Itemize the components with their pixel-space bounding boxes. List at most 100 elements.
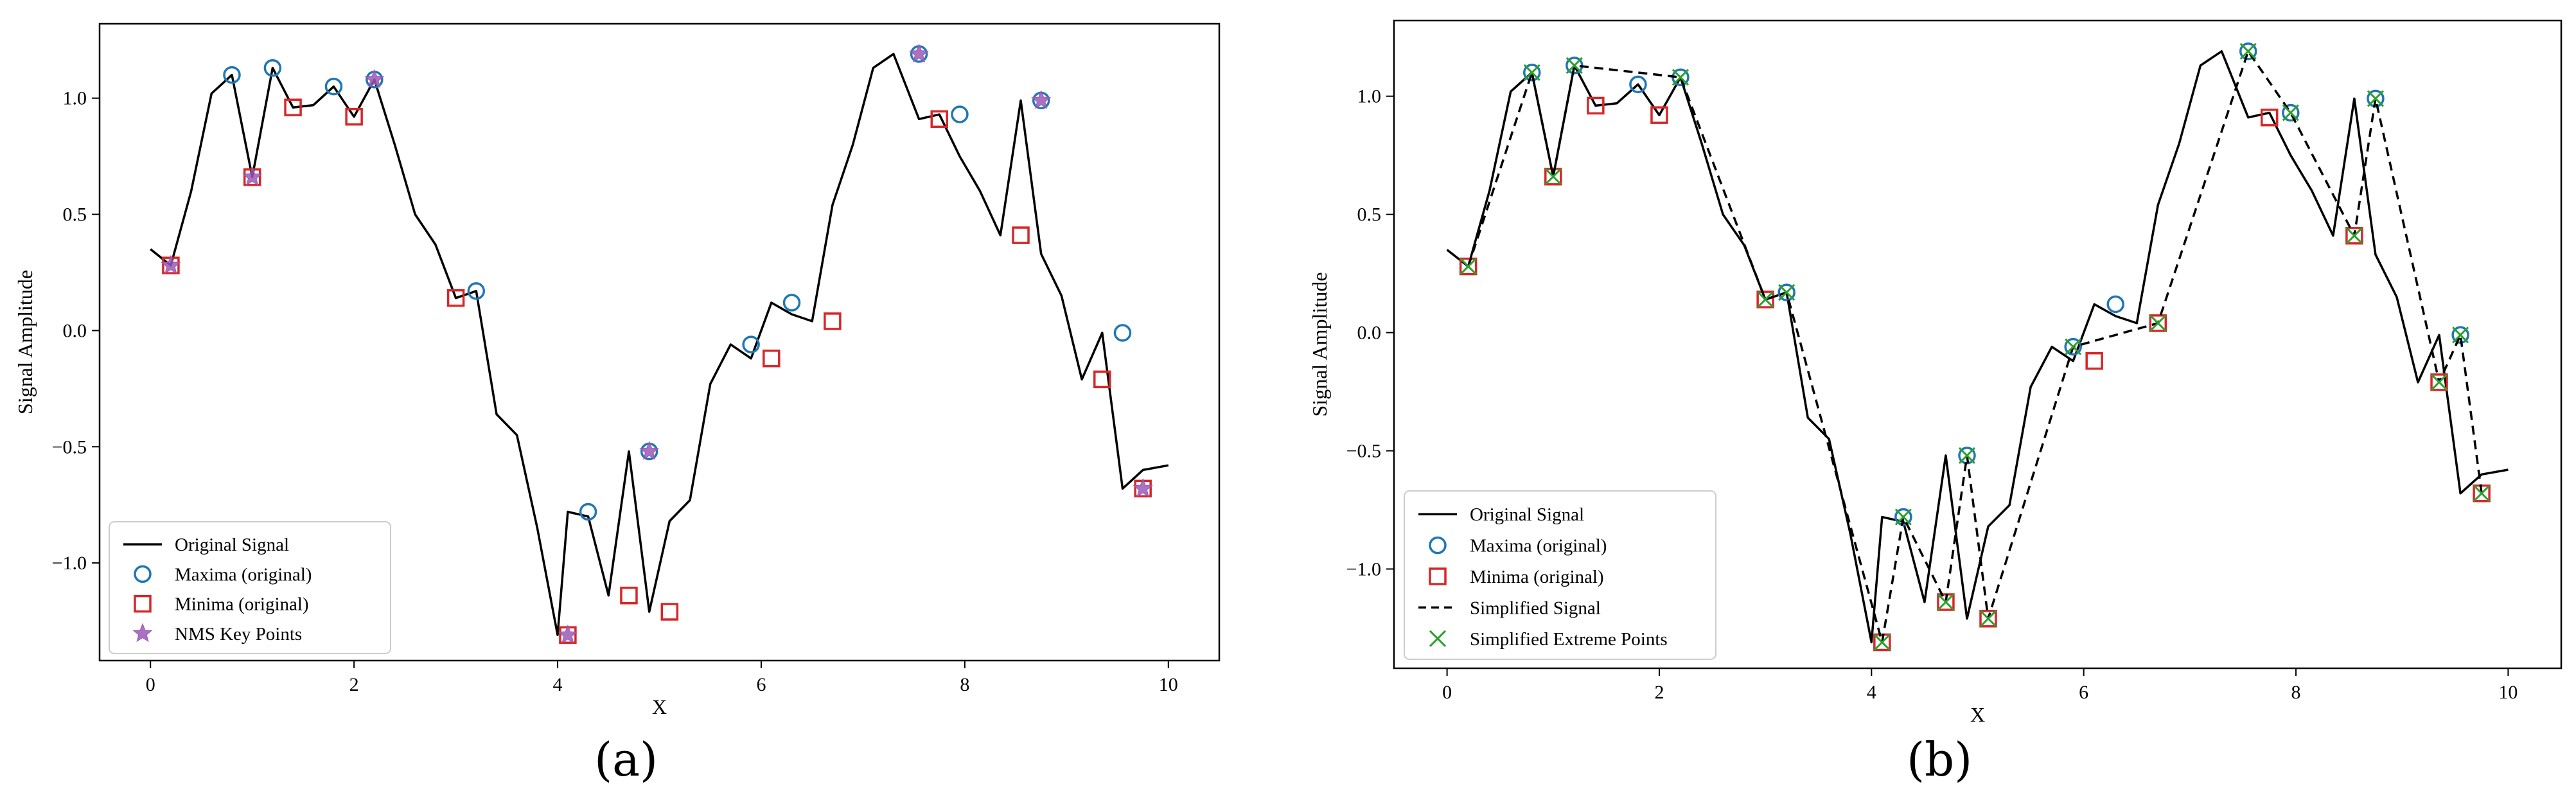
x-tick-label: 10 [1159, 674, 1178, 695]
simplified-extreme-points-point [1757, 291, 1774, 308]
legend-entry-minima-original: Minima (original) [134, 594, 309, 615]
x-stroke [1757, 291, 1774, 308]
legend-entry-simplified-extreme-points: Simplified Extreme Points [1429, 629, 1668, 650]
x-tick-label: 4 [553, 674, 563, 695]
simplified-extreme-points-point [2430, 373, 2448, 391]
minima-original-point [2149, 314, 2167, 332]
y-tick-label: 0.0 [1357, 323, 1382, 344]
maxima-original-point [324, 77, 343, 96]
y-axis-title: Signal Amplitude [1308, 272, 1331, 417]
legend-label: Original Signal [175, 535, 289, 555]
original-signal-line [150, 53, 1169, 636]
x-tick-label: 4 [1867, 682, 1876, 703]
x-tick-label: 8 [960, 674, 969, 695]
x-stroke [1544, 168, 1562, 185]
nms-key-points-point [639, 441, 660, 460]
maxima-original-point [2239, 42, 2257, 60]
x-stroke [1894, 508, 1912, 526]
maxima-original-point [1113, 324, 1132, 342]
simplified-extreme-points-point [2367, 90, 2384, 107]
minima-original-point [1544, 168, 1562, 186]
minima-original-point [2430, 373, 2448, 391]
minima-original-point [1587, 96, 1605, 115]
x-stroke [1523, 64, 1540, 81]
nms-key-points-point [1031, 90, 1052, 109]
simplified-extreme-points-point [2345, 227, 2363, 244]
minima-original-point [824, 312, 842, 330]
minima-original-point [1012, 226, 1030, 244]
maxima-original-point [223, 66, 241, 84]
minima-original-point [2085, 352, 2103, 370]
x-stroke [1778, 284, 1795, 301]
simplified-extreme-points-point [1672, 69, 1689, 86]
simplified-extreme-points-point [2149, 314, 2167, 332]
maxima-original-point [2367, 89, 2385, 108]
maxima-original-point [951, 105, 969, 123]
legend-entry-simplified-signal: Simplified Signal [1418, 598, 1601, 618]
nms-key-points-point [908, 43, 930, 63]
simplified-extreme-points-point [2065, 338, 2082, 355]
y-tick-label: −1.0 [1346, 558, 1381, 580]
series-original-signal [150, 53, 1169, 636]
simplified-extreme-points-point [1979, 610, 1997, 627]
y-tick-label: 0.5 [1357, 204, 1382, 226]
legend-label: Simplified Signal [1470, 598, 1601, 618]
y-tick-label: −0.5 [52, 436, 87, 458]
simplified-extreme-points-point [1566, 57, 1583, 74]
maxima-original-point [1894, 508, 1912, 526]
legend-entry-original-signal: Original Signal [123, 535, 289, 555]
minima-original-point [620, 586, 638, 605]
legend-entry-minima-original: Minima (original) [1429, 567, 1604, 587]
chart-panel-b: 0 2 4 6 8 10 −1.0 −0.5 0.0 0.5 1.0 X Signal Amplitud… [1308, 19, 2563, 726]
minima-original-point [284, 98, 302, 116]
x-stroke [1873, 634, 1891, 651]
nms-key-points-point [161, 254, 181, 274]
x-stroke [1566, 57, 1583, 74]
x-tick-label: 0 [146, 674, 155, 695]
minima-original-point [930, 110, 948, 129]
chart-panel-a: 0 2 4 6 8 10 −1.0 −0.5 0.0 0.5 1.0 X Signal Amplitud… [13, 22, 1221, 718]
legend-entry-maxima-original: Maxima (original) [134, 564, 312, 585]
x-tick-label: 6 [756, 674, 766, 695]
simplified-extreme-points-point [2239, 42, 2257, 60]
maxima-original-point [579, 502, 597, 521]
series-nms-key-points [161, 43, 1153, 644]
nms-key-points-point [364, 69, 385, 89]
x-stroke [1429, 630, 1447, 647]
x-stroke [2239, 42, 2257, 60]
minima-original-point [446, 289, 465, 307]
x-stroke [2452, 326, 2469, 344]
x-stroke [2367, 90, 2384, 107]
x-stroke [1460, 258, 1477, 275]
legend-label: Maxima (original) [1470, 536, 1607, 556]
x-tick-label: 6 [2079, 682, 2088, 703]
minima-original-point [763, 350, 781, 368]
maxima-original-point [467, 282, 486, 300]
maxima-original-point [1778, 283, 1795, 301]
legend-label: Minima (original) [1470, 567, 1604, 587]
simplified-extreme-points-point [1460, 258, 1477, 275]
x-stroke [1979, 610, 1997, 627]
simplified-extreme-points-point [1873, 634, 1891, 651]
x-axis-title: X [652, 695, 667, 718]
minima-original-point [1873, 633, 1891, 652]
y-tick-label: −1.0 [52, 553, 87, 574]
legend-swatch-point [134, 565, 152, 583]
x-stroke [2282, 104, 2299, 121]
y-tick-label: 0.5 [63, 204, 87, 226]
minima-original-point [2345, 227, 2363, 245]
nms-key-points-point [1133, 478, 1153, 497]
x-stroke [2065, 338, 2082, 355]
minima-original-point [1979, 609, 1997, 628]
maxima-original-point [2106, 295, 2124, 314]
x-stroke [2149, 314, 2167, 332]
x-stroke [1672, 69, 1689, 86]
legend-swatch-point [134, 594, 152, 613]
simplified-extreme-points-point [1544, 168, 1562, 185]
legend-label: Maxima (original) [175, 564, 312, 585]
simplified-extreme-points-point [2282, 104, 2299, 121]
x-tick-label: 2 [1654, 682, 1664, 703]
x-axis-title: X [1970, 703, 1985, 726]
x-stroke [2430, 373, 2448, 391]
